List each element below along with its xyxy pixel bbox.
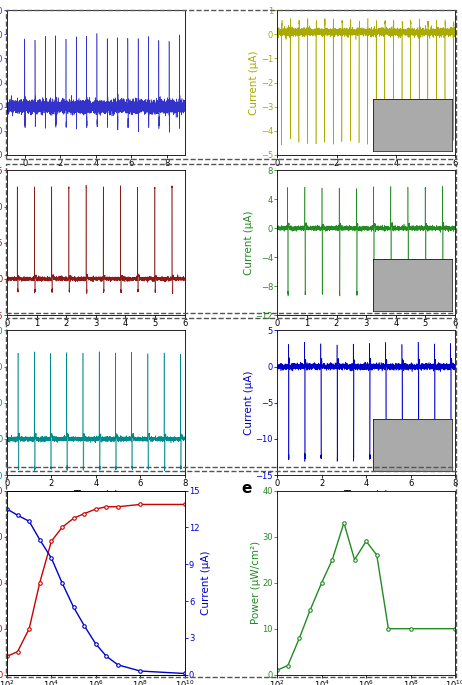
Y-axis label: Current (μA): Current (μA) — [244, 210, 254, 275]
X-axis label: Time  (s): Time (s) — [343, 329, 389, 340]
Text: e: e — [242, 482, 252, 497]
Y-axis label: Current (μA): Current (μA) — [244, 371, 254, 435]
X-axis label: Time  (s): Time (s) — [73, 490, 119, 500]
X-axis label: Time  (s): Time (s) — [343, 169, 389, 179]
X-axis label: Time  (s): Time (s) — [73, 169, 119, 179]
Y-axis label: Power (μW/cm²): Power (μW/cm²) — [251, 541, 261, 624]
Y-axis label: Current (μA): Current (μA) — [201, 551, 211, 615]
Y-axis label: Current (μA): Current (μA) — [249, 51, 259, 115]
X-axis label: Time  (s): Time (s) — [343, 490, 389, 500]
X-axis label: Time  (s): Time (s) — [73, 329, 119, 340]
